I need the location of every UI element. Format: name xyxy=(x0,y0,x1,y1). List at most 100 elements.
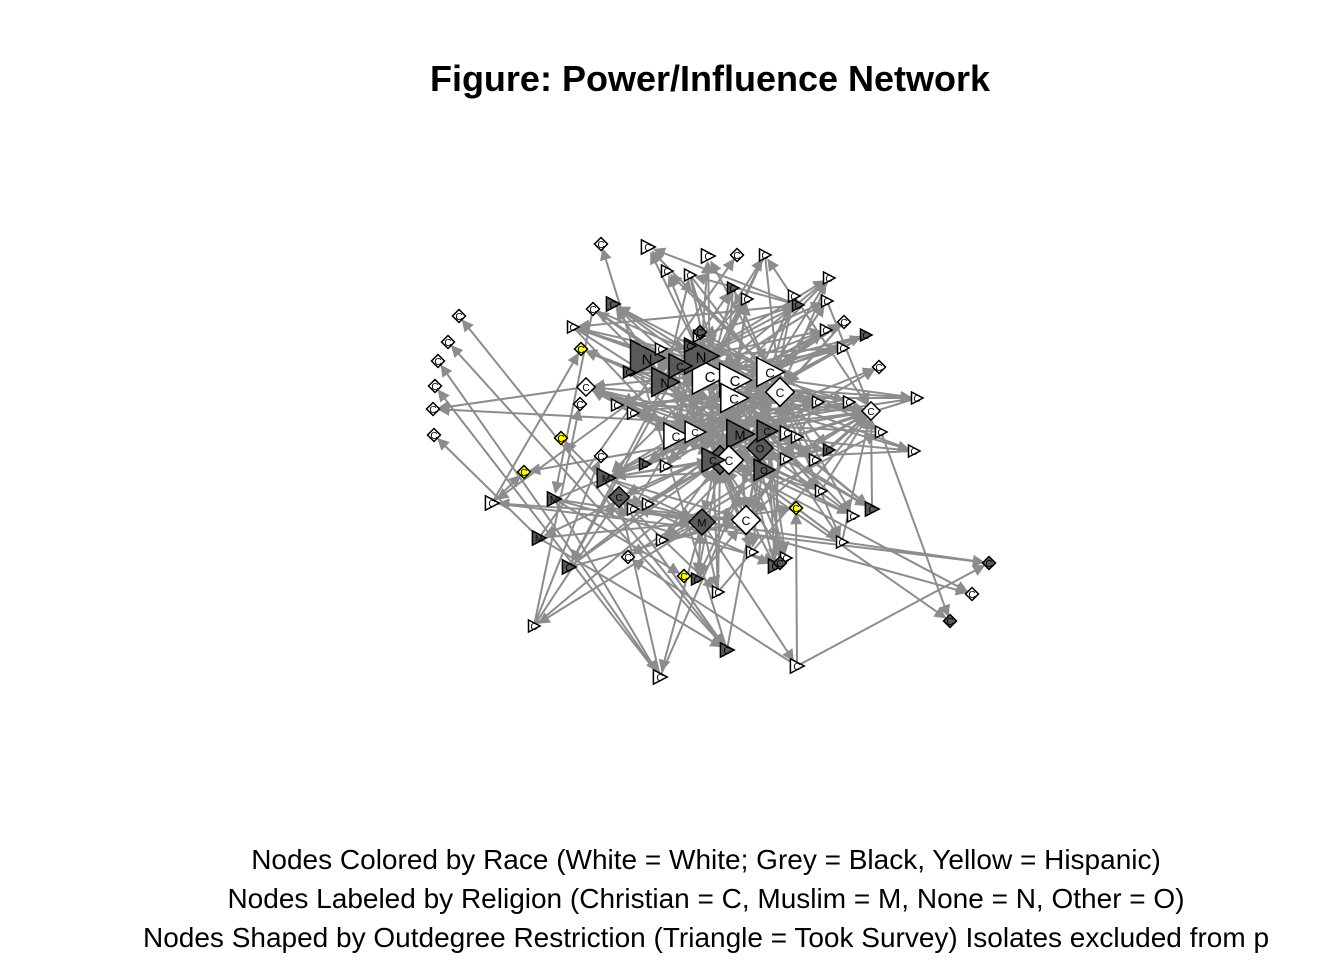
node-diamond-n76 xyxy=(451,308,467,324)
node-label-n51: C xyxy=(629,505,636,516)
node-diamond-n82 xyxy=(553,430,569,446)
node-triangle-n30 xyxy=(822,270,837,286)
node-label-n57: C xyxy=(569,323,576,334)
node-triangle-n36 xyxy=(910,390,925,406)
node-triangle-n92 xyxy=(527,618,542,634)
node-n74: C xyxy=(620,549,636,565)
edge-n92-n83 xyxy=(533,460,601,627)
edge-n55-n13 xyxy=(616,404,667,432)
edge-n90-n70 xyxy=(553,498,776,565)
edge-n42-n7 xyxy=(784,401,816,461)
node-n69: C xyxy=(676,568,692,584)
node-label-n96: C xyxy=(877,428,884,439)
node-diamond-n81 xyxy=(426,427,442,443)
node-triangle-n31 xyxy=(859,327,874,343)
edge-n26-n3 xyxy=(711,287,734,360)
node-diamond-n98 xyxy=(713,444,745,476)
node-n37: C xyxy=(907,443,922,459)
node-n23: C xyxy=(640,238,657,256)
node-triangle-n10 xyxy=(726,418,757,450)
node-label-n97: O xyxy=(756,443,765,455)
caption-religion: Nodes Labeled by Religion (Christian = C… xyxy=(227,883,1185,914)
edge-n67-n4 xyxy=(568,374,676,568)
node-triangle-n37 xyxy=(907,443,922,459)
node-triangle-n14 xyxy=(684,419,708,445)
node-label-n100: C xyxy=(840,318,847,329)
node-diamond-n87 xyxy=(871,359,887,375)
edge-n92-n84 xyxy=(533,408,583,627)
node-label-n62: C xyxy=(793,433,800,444)
node-triangle-n38 xyxy=(864,500,881,518)
node-diamond-n99 xyxy=(585,301,601,317)
node-n78: C xyxy=(430,353,446,369)
node-label-n47: C xyxy=(714,588,721,599)
node-diamond-n100 xyxy=(836,314,852,330)
node-n83: C xyxy=(593,448,609,464)
node-n82: C xyxy=(553,430,569,446)
node-label-n87: C xyxy=(875,363,882,374)
node-diamond-n80 xyxy=(425,401,441,417)
node-triangle-n50 xyxy=(641,496,656,512)
node-label-n45: C xyxy=(771,562,778,573)
node-n1: N xyxy=(629,338,667,378)
node-triangle-n96 xyxy=(874,424,889,440)
node-n22: C xyxy=(605,295,622,313)
edge-n89-n68 xyxy=(491,474,521,504)
node-diamond-n68 xyxy=(516,464,532,480)
node-diamond-n75 xyxy=(593,236,609,252)
node-n57: C xyxy=(566,319,581,335)
node-label-n14: C xyxy=(691,428,698,439)
node-triangle-n28 xyxy=(683,267,698,283)
node-label-n20: C xyxy=(582,383,589,394)
node-triangle-n90 xyxy=(546,490,563,508)
node-label-n64: C xyxy=(825,446,832,457)
node-label-n43: C xyxy=(794,301,801,312)
node-label-n31: C xyxy=(862,331,869,342)
node-label-n99: C xyxy=(589,305,596,316)
node-label-n58: C xyxy=(657,345,664,356)
node-n10: M xyxy=(726,418,757,450)
edge-n99-n90 xyxy=(551,308,594,494)
edge-n93-n79 xyxy=(437,389,661,678)
node-triangle-n65 xyxy=(820,293,835,309)
node-diamond-n71 xyxy=(981,555,997,571)
node-n38: C xyxy=(864,500,881,518)
node-n66: C xyxy=(787,288,802,304)
node-n80: C xyxy=(425,401,441,417)
node-label-n76: C xyxy=(455,312,462,323)
node-triangle-n95 xyxy=(789,657,806,675)
edge-n18-n15 xyxy=(605,477,694,519)
edge-n54-n6 xyxy=(632,382,722,414)
node-n54: C xyxy=(626,405,641,421)
node-label-n16: C xyxy=(742,514,751,528)
node-label-n13: C xyxy=(672,430,681,444)
node-n41: C xyxy=(814,483,829,499)
edge-n64-n19 xyxy=(828,415,867,451)
node-label-n15: M xyxy=(697,517,706,529)
node-n71: C xyxy=(981,555,997,571)
node-triangle-n33 xyxy=(819,322,834,338)
node-n93: C xyxy=(652,668,669,686)
node-n14: C xyxy=(684,419,708,445)
node-n36: C xyxy=(910,390,925,406)
node-n30: C xyxy=(822,270,837,286)
node-label-n84: C xyxy=(576,400,583,411)
edge-n26-n9 xyxy=(732,287,766,362)
node-label-n66: C xyxy=(790,292,797,303)
node-diamond-n79 xyxy=(427,378,443,394)
edge-n66-n19 xyxy=(793,295,868,406)
node-n48: C xyxy=(690,571,705,587)
node-triangle-n64 xyxy=(822,442,837,458)
edge-n57-n10 xyxy=(572,326,730,428)
edge-n22-n3 xyxy=(612,303,697,366)
node-diamond-n86 xyxy=(692,324,708,340)
node-label-n88: C xyxy=(792,504,799,515)
figure-title: Figure: Power/Influence Network xyxy=(429,58,991,99)
node-triangle-n63 xyxy=(779,451,794,467)
edge-n43-n23 xyxy=(653,247,799,306)
node-diamond-n84 xyxy=(572,396,588,412)
node-label-n56: C xyxy=(625,368,632,379)
node-n40: C xyxy=(835,534,850,550)
edge-n94-n77 xyxy=(450,345,728,651)
node-label-n74: C xyxy=(624,553,631,564)
